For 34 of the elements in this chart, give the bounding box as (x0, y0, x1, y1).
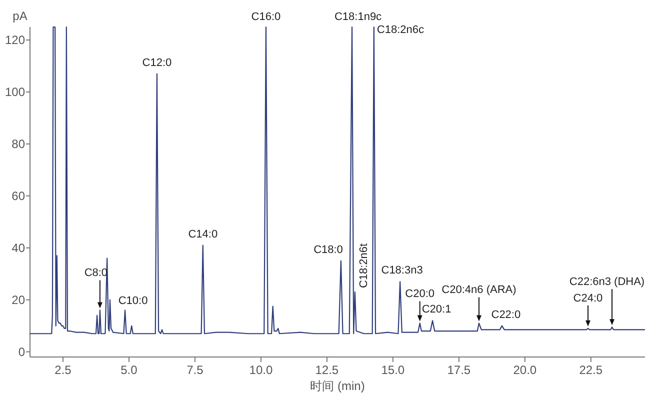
annotation: C20:1 (422, 304, 452, 316)
annotation: C18:2n6t (358, 243, 370, 288)
annotation: C12:0 (142, 56, 172, 69)
x-axis-title: 时间 (min) (310, 379, 365, 393)
x-tick-label: 10.0 (249, 363, 273, 377)
annotation: C24:0 (573, 292, 603, 304)
annotation: C22:6n3 (DHA) (569, 276, 645, 288)
x-tick-label: 17.5 (447, 363, 471, 377)
y-tick-label: 120 (4, 33, 26, 48)
y-tick-label: 0 (18, 345, 26, 360)
y-tick-label: 60 (12, 189, 26, 204)
y-tick-label: 40 (12, 241, 26, 256)
y-axis-title: pA (12, 9, 28, 23)
x-tick-label: 2.5 (54, 363, 72, 377)
y-tick-label: 20 (12, 293, 26, 308)
x-tick-label: 5.0 (120, 363, 138, 377)
y-tick-label: 80 (12, 137, 26, 152)
annotation: C20:0 (405, 288, 435, 300)
annotation: C10:0 (118, 295, 148, 308)
x-tick-label: 22.5 (579, 363, 603, 377)
annotation: C18:3n3 (381, 264, 423, 277)
x-tick-label: 15.0 (381, 363, 405, 377)
annotation: C16:0 (251, 11, 281, 23)
annotation: C20:4n6 (ARA) (442, 284, 516, 296)
x-tick-label: 20.0 (513, 363, 537, 377)
annotation: C18:2n6c (376, 24, 425, 36)
annotation: C14:0 (188, 228, 218, 240)
line-series (29, 26, 646, 334)
x-tick-label: 12.5 (315, 363, 339, 377)
annotation: C18:1n9c (334, 11, 382, 23)
annotation: C22:0 (491, 308, 521, 321)
annotation: C18:0 (314, 244, 343, 256)
x-tick-label: 7.5 (186, 363, 204, 377)
y-tick-label: 100 (4, 85, 26, 100)
